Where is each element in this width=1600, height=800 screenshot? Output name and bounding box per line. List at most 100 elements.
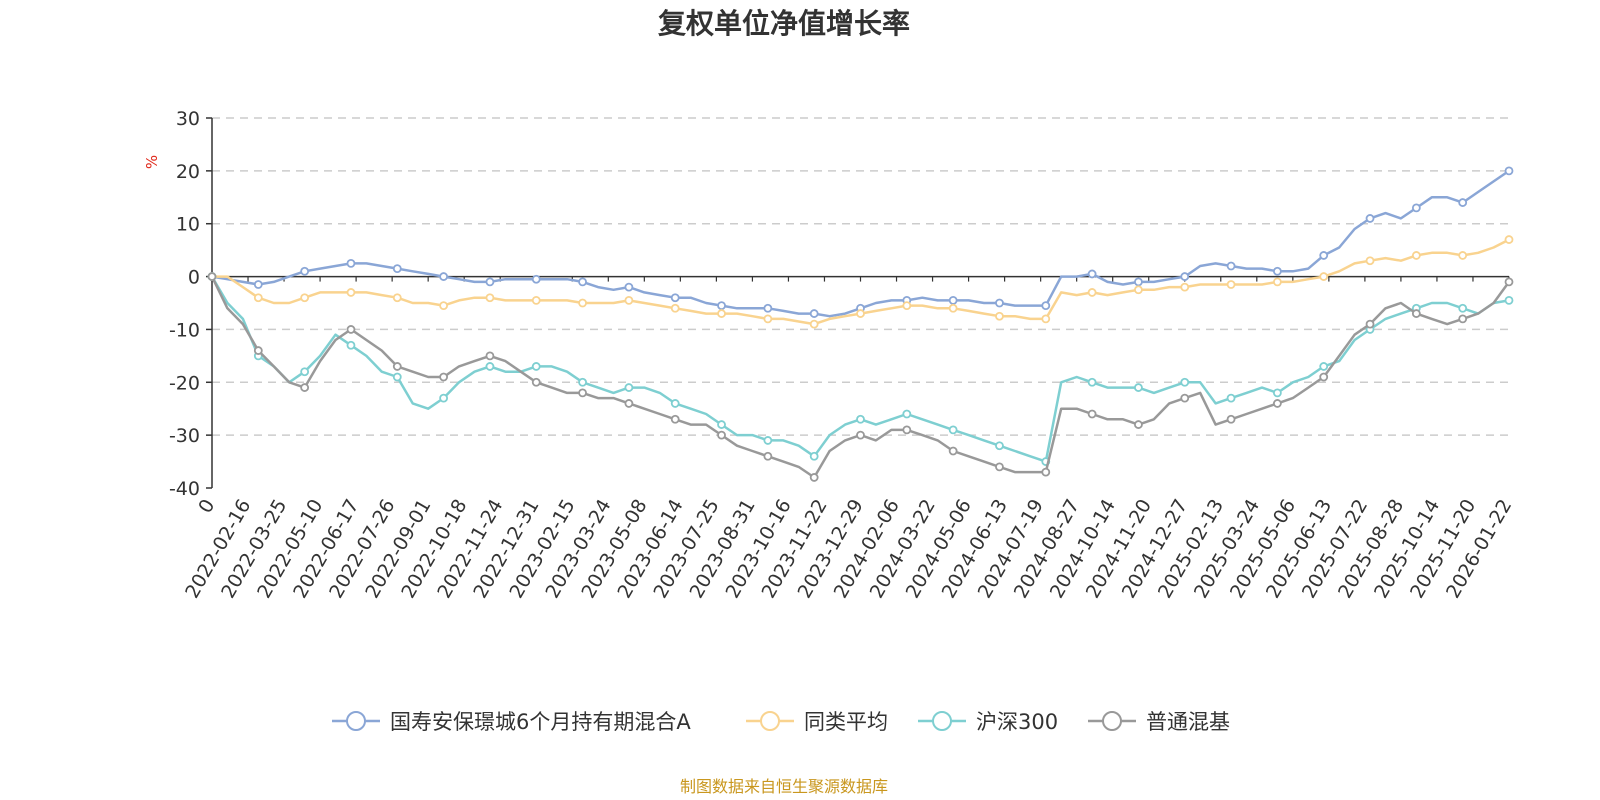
- data-point: [439, 272, 449, 281]
- y-axis-unit: %: [143, 155, 161, 169]
- legend-item[interactable]: 普通混基: [1088, 710, 1230, 734]
- series-line: [211, 169, 1510, 318]
- data-point: [1319, 272, 1329, 281]
- data-point: [300, 293, 310, 303]
- data-point: [995, 462, 1004, 472]
- y-tick-label: 20: [176, 161, 200, 183]
- data-point: [1365, 319, 1375, 329]
- legend-marker: [932, 711, 952, 731]
- data-point: [392, 264, 402, 274]
- data-point: [531, 295, 541, 305]
- data-point: [392, 362, 402, 371]
- data-point: [948, 425, 958, 435]
- data-point: [948, 446, 958, 456]
- data-point: [253, 346, 263, 355]
- data-point: [1087, 288, 1097, 297]
- source-note: 制图数据来自恒生聚源数据库: [680, 777, 888, 796]
- data-point: [253, 293, 263, 303]
- data-point: [578, 388, 587, 398]
- data-point: [670, 414, 680, 424]
- data-point: [670, 399, 680, 408]
- data-point: [300, 383, 310, 392]
- data-point: [439, 372, 449, 382]
- data-point: [1180, 282, 1190, 292]
- data-point: [485, 293, 495, 303]
- data-point: [1134, 383, 1143, 392]
- series-1: [207, 235, 1514, 329]
- data-point: [902, 425, 912, 435]
- data-point: [392, 372, 402, 382]
- data-point: [1504, 166, 1514, 176]
- data-point: [439, 393, 449, 403]
- data-point: [485, 362, 495, 371]
- data-point: [485, 277, 495, 287]
- y-tick-label: -30: [169, 425, 200, 447]
- data-point: [763, 303, 773, 313]
- data-point: [1134, 277, 1143, 287]
- data-point: [1504, 235, 1514, 244]
- data-point: [717, 420, 726, 429]
- legend-item[interactable]: 国寿安保璟城6个月持有期混合A: [332, 710, 691, 734]
- data-point: [1180, 377, 1190, 387]
- legend-item[interactable]: 沪深300: [918, 710, 1058, 734]
- y-tick-label: 0: [188, 267, 200, 289]
- data-point: [300, 266, 310, 276]
- data-point: [1134, 285, 1143, 295]
- data-point: [1411, 309, 1421, 318]
- data-point: [1226, 261, 1236, 271]
- data-point: [1319, 362, 1329, 371]
- y-tick-label: -10: [169, 319, 200, 341]
- plot-series: [207, 166, 1514, 482]
- data-point: [995, 298, 1004, 308]
- data-point: [1272, 266, 1282, 276]
- series-0: [207, 166, 1514, 318]
- data-point: [856, 309, 865, 318]
- data-point: [948, 295, 958, 305]
- data-point: [717, 430, 726, 440]
- data-point: [717, 301, 726, 311]
- data-point: [346, 325, 356, 334]
- data-point: [1041, 301, 1051, 311]
- data-point: [902, 301, 912, 311]
- legend-item[interactable]: 同类平均: [746, 710, 888, 734]
- legend-label: 同类平均: [804, 710, 888, 734]
- data-point: [300, 367, 310, 377]
- series-3: [207, 272, 1514, 482]
- data-point: [1134, 420, 1143, 429]
- data-point: [809, 319, 819, 329]
- data-point: [1272, 277, 1282, 287]
- data-point: [809, 451, 819, 461]
- data-point: [624, 399, 634, 408]
- data-point: [624, 295, 634, 305]
- data-point: [1226, 414, 1236, 424]
- data-point: [1458, 303, 1468, 313]
- data-point: [1226, 280, 1236, 289]
- data-point: [1365, 214, 1375, 223]
- data-point: [578, 298, 587, 308]
- data-point: [531, 362, 541, 371]
- data-point: [809, 473, 819, 482]
- data-point: [995, 441, 1004, 451]
- legend-label: 国寿安保璟城6个月持有期混合A: [390, 710, 691, 734]
- data-point: [1180, 393, 1190, 403]
- data-point: [948, 303, 958, 313]
- y-tick-label: -20: [169, 372, 200, 394]
- y-tick-label: -40: [169, 478, 200, 500]
- chart-title: 复权单位净值增长率: [658, 7, 910, 40]
- legend[interactable]: 国寿安保璟城6个月持有期混合A 同类平均 沪深300 普通混基: [332, 710, 1230, 734]
- data-point: [253, 280, 263, 289]
- legend-marker: [760, 711, 780, 731]
- data-point: [1087, 409, 1097, 419]
- data-point: [763, 451, 773, 461]
- data-point: [578, 277, 587, 287]
- data-point: [624, 383, 634, 392]
- data-point: [1319, 372, 1329, 382]
- x-tick-label: 0: [194, 496, 219, 517]
- data-point: [717, 309, 726, 318]
- data-point: [346, 340, 356, 350]
- data-point: [485, 351, 495, 361]
- data-point: [346, 258, 356, 268]
- data-point: [763, 436, 773, 445]
- data-point: [1087, 377, 1097, 387]
